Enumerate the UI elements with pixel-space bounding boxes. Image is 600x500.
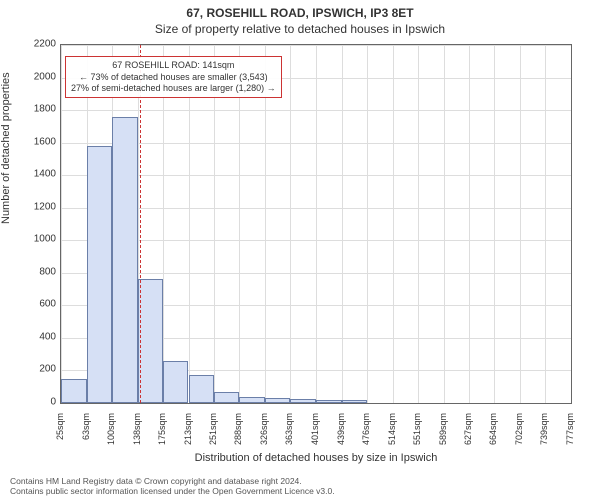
annotation-box: 67 ROSEHILL ROAD: 141sqm← 73% of detache… <box>65 56 282 98</box>
histogram-bar <box>265 398 290 403</box>
x-tick-label: 25sqm <box>55 413 65 455</box>
x-tick-label: 213sqm <box>183 413 193 455</box>
gridline-v <box>545 45 546 403</box>
histogram-bar <box>138 279 163 403</box>
gridline-v <box>367 45 368 403</box>
x-tick-label: 326sqm <box>259 413 269 455</box>
gridline-v <box>239 45 240 403</box>
x-tick-label: 363sqm <box>284 413 294 455</box>
y-tick-label: 2200 <box>6 39 56 50</box>
y-tick-label: 600 <box>6 299 56 310</box>
gridline-v <box>265 45 266 403</box>
gridline-v <box>290 45 291 403</box>
histogram-bar <box>163 361 189 403</box>
y-tick-label: 1000 <box>6 234 56 245</box>
x-tick-label: 138sqm <box>132 413 142 455</box>
gridline-v <box>571 45 572 403</box>
footer-line1: Contains HM Land Registry data © Crown c… <box>10 476 335 486</box>
histogram-bar <box>87 146 112 403</box>
x-tick-label: 514sqm <box>387 413 397 455</box>
footer-attribution: Contains HM Land Registry data © Crown c… <box>10 476 335 496</box>
y-tick-label: 400 <box>6 331 56 342</box>
y-tick-label: 1600 <box>6 136 56 147</box>
y-tick-label: 1200 <box>6 201 56 212</box>
histogram-bar <box>214 392 239 403</box>
gridline-v <box>214 45 215 403</box>
x-tick-label: 63sqm <box>81 413 91 455</box>
histogram-bar <box>239 397 265 403</box>
histogram-bar <box>290 399 316 403</box>
y-tick-label: 200 <box>6 364 56 375</box>
gridline-v <box>520 45 521 403</box>
x-tick-label: 476sqm <box>361 413 371 455</box>
annotation-line1: 67 ROSEHILL ROAD: 141sqm <box>71 60 276 71</box>
histogram-bar <box>342 400 367 403</box>
plot-area: 67 ROSEHILL ROAD: 141sqm← 73% of detache… <box>60 44 572 404</box>
y-tick-label: 1400 <box>6 169 56 180</box>
x-tick-label: 664sqm <box>488 413 498 455</box>
x-tick-label: 251sqm <box>208 413 218 455</box>
chart-title-line1: 67, ROSEHILL ROAD, IPSWICH, IP3 8ET <box>0 0 600 20</box>
x-tick-label: 551sqm <box>412 413 422 455</box>
x-tick-label: 288sqm <box>233 413 243 455</box>
chart-container: 67, ROSEHILL ROAD, IPSWICH, IP3 8ET Size… <box>0 0 600 500</box>
y-tick-label: 1800 <box>6 104 56 115</box>
histogram-bar <box>112 117 138 403</box>
gridline-v <box>469 45 470 403</box>
gridline-v <box>418 45 419 403</box>
gridline-v <box>342 45 343 403</box>
annotation-line2: ← 73% of detached houses are smaller (3,… <box>71 72 276 83</box>
gridline-v <box>316 45 317 403</box>
histogram-bar <box>316 400 342 403</box>
y-tick-label: 800 <box>6 266 56 277</box>
gridline-v <box>61 45 62 403</box>
histogram-bar <box>189 375 215 403</box>
gridline-h <box>61 403 571 404</box>
footer-line2: Contains public sector information licen… <box>10 486 335 496</box>
property-marker-line <box>140 45 141 403</box>
x-tick-label: 702sqm <box>514 413 524 455</box>
gridline-v <box>163 45 164 403</box>
x-tick-label: 439sqm <box>336 413 346 455</box>
histogram-bar <box>61 379 87 403</box>
x-tick-label: 175sqm <box>157 413 167 455</box>
x-axis-label: Distribution of detached houses by size … <box>60 452 572 464</box>
x-tick-label: 589sqm <box>438 413 448 455</box>
x-tick-label: 739sqm <box>539 413 549 455</box>
annotation-line3: 27% of semi-detached houses are larger (… <box>71 83 276 94</box>
x-tick-label: 401sqm <box>310 413 320 455</box>
gridline-v <box>494 45 495 403</box>
y-tick-label: 2000 <box>6 71 56 82</box>
gridline-v <box>189 45 190 403</box>
y-tick-label: 0 <box>6 397 56 408</box>
x-tick-label: 627sqm <box>463 413 473 455</box>
x-tick-label: 100sqm <box>106 413 116 455</box>
chart-title-line2: Size of property relative to detached ho… <box>0 20 600 40</box>
gridline-v <box>393 45 394 403</box>
x-tick-label: 777sqm <box>565 413 575 455</box>
gridline-v <box>444 45 445 403</box>
